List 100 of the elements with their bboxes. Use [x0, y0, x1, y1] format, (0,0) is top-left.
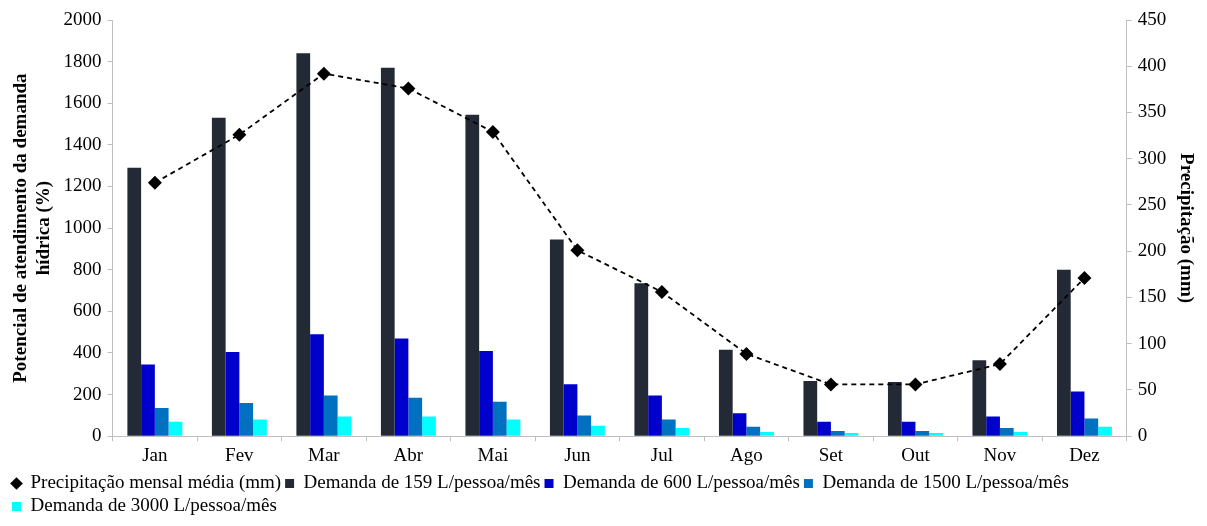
- point: [823, 377, 838, 392]
- bar: [830, 431, 845, 436]
- y-tick-label: 1000: [63, 216, 102, 238]
- point: [992, 357, 1007, 372]
- bar: [718, 349, 733, 436]
- bar: [972, 360, 987, 436]
- y-tick-label: 800: [73, 257, 102, 279]
- bar: [817, 421, 831, 436]
- bar: [310, 334, 324, 436]
- y-tick-label: 400: [73, 340, 102, 362]
- bar: [239, 402, 254, 436]
- x-tick-label: Out: [901, 443, 931, 465]
- bar: [986, 416, 1000, 436]
- bar: [253, 419, 267, 436]
- y2-tick-label: 50: [1137, 377, 1157, 399]
- bar: [887, 382, 902, 436]
- y-tick-label: 1800: [63, 49, 102, 71]
- y2-tick-label: 0: [1137, 424, 1148, 446]
- x-tick-label: Mar: [308, 443, 341, 465]
- y2-tick-label: 150: [1137, 285, 1167, 307]
- legend-label: Demanda de 600 L/pessoa/mês: [563, 471, 800, 493]
- x-tick-label: Nov: [983, 443, 1017, 465]
- y-tick-label: 2000: [63, 7, 102, 29]
- x-tick-label: Abr: [393, 443, 424, 465]
- point: [654, 284, 669, 299]
- y-tick-label: 200: [73, 382, 102, 404]
- bar: [323, 395, 338, 436]
- y2-tick-label: 450: [1137, 7, 1167, 29]
- bar: [901, 421, 916, 436]
- bar: [929, 433, 943, 436]
- point: [485, 124, 500, 139]
- bar: [661, 419, 676, 436]
- bar: [746, 426, 761, 436]
- y2-tick-label: 200: [1137, 239, 1167, 261]
- y2-axis-title: Precipitação (mm): [1175, 153, 1198, 304]
- bar: [141, 364, 155, 436]
- bar: [225, 351, 240, 436]
- bar: [803, 381, 818, 436]
- x-tick-label: Mai: [477, 443, 509, 465]
- bar: [915, 431, 930, 436]
- point: [739, 346, 754, 361]
- bar: [380, 67, 395, 436]
- bar: [1070, 391, 1085, 436]
- y2-tick-label: 100: [1137, 331, 1167, 353]
- y2-tick-label: 300: [1137, 146, 1167, 168]
- bar: [1056, 269, 1071, 436]
- bar: [675, 427, 690, 436]
- bar: [563, 384, 578, 436]
- point: [908, 377, 923, 392]
- bar: [577, 415, 592, 436]
- y-tick-label: 600: [73, 299, 102, 321]
- bar: [506, 419, 521, 436]
- bar: [760, 432, 774, 436]
- legend-label: Demanda de 159 L/pessoa/mês: [303, 471, 541, 493]
- x-tick-label: Jul: [650, 443, 673, 465]
- x-tick-label: Jun: [564, 443, 592, 465]
- point: [570, 243, 585, 258]
- bar: [422, 416, 436, 436]
- bar: [648, 395, 662, 436]
- y-tick-label: 1600: [63, 91, 102, 113]
- y2-tick-label: 250: [1137, 192, 1167, 214]
- y-tick-label: 1200: [63, 174, 102, 196]
- bar: [337, 416, 352, 436]
- bar: [732, 413, 747, 436]
- point: [147, 175, 162, 190]
- point: [1077, 271, 1092, 286]
- x-tick-label: Ago: [730, 443, 763, 465]
- legend-label: Demanda de 1500 L/pessoa/mês: [822, 471, 1069, 493]
- bar: [492, 401, 507, 436]
- y-tick-label: 1400: [63, 132, 102, 154]
- x-tick-label: Jan: [142, 443, 169, 465]
- point: [316, 66, 331, 81]
- x-tick-label: Fev: [225, 443, 255, 465]
- bar: [408, 397, 423, 436]
- bar: [154, 408, 169, 436]
- bar: [127, 167, 142, 436]
- bar: [549, 239, 564, 436]
- bar: [168, 421, 183, 436]
- bar: [1098, 426, 1112, 436]
- bar: [844, 433, 859, 436]
- y2-tick-label: 350: [1137, 100, 1167, 122]
- x-tick-label: Dez: [1069, 443, 1100, 465]
- bar: [211, 117, 226, 436]
- bar: [634, 283, 649, 436]
- x-tick-label: Set: [818, 443, 844, 465]
- bar: [1013, 432, 1028, 436]
- legend-label: Demanda de 3000 L/pessoa/mês: [30, 494, 277, 516]
- point: [232, 127, 247, 142]
- bar: [465, 114, 480, 436]
- legend-label: Precipitação mensal média (mm): [30, 471, 282, 494]
- bar: [999, 427, 1014, 436]
- y-axis-title: Potencial de atendimento da demanda hídrica (%): [9, 72, 55, 383]
- bar: [1084, 418, 1099, 436]
- bar: [394, 338, 409, 436]
- bar: [479, 350, 493, 436]
- y-tick-label: 0: [92, 424, 102, 446]
- point: [401, 81, 416, 96]
- bar: [296, 53, 311, 436]
- y2-tick-label: 400: [1137, 54, 1167, 76]
- bar: [591, 425, 605, 436]
